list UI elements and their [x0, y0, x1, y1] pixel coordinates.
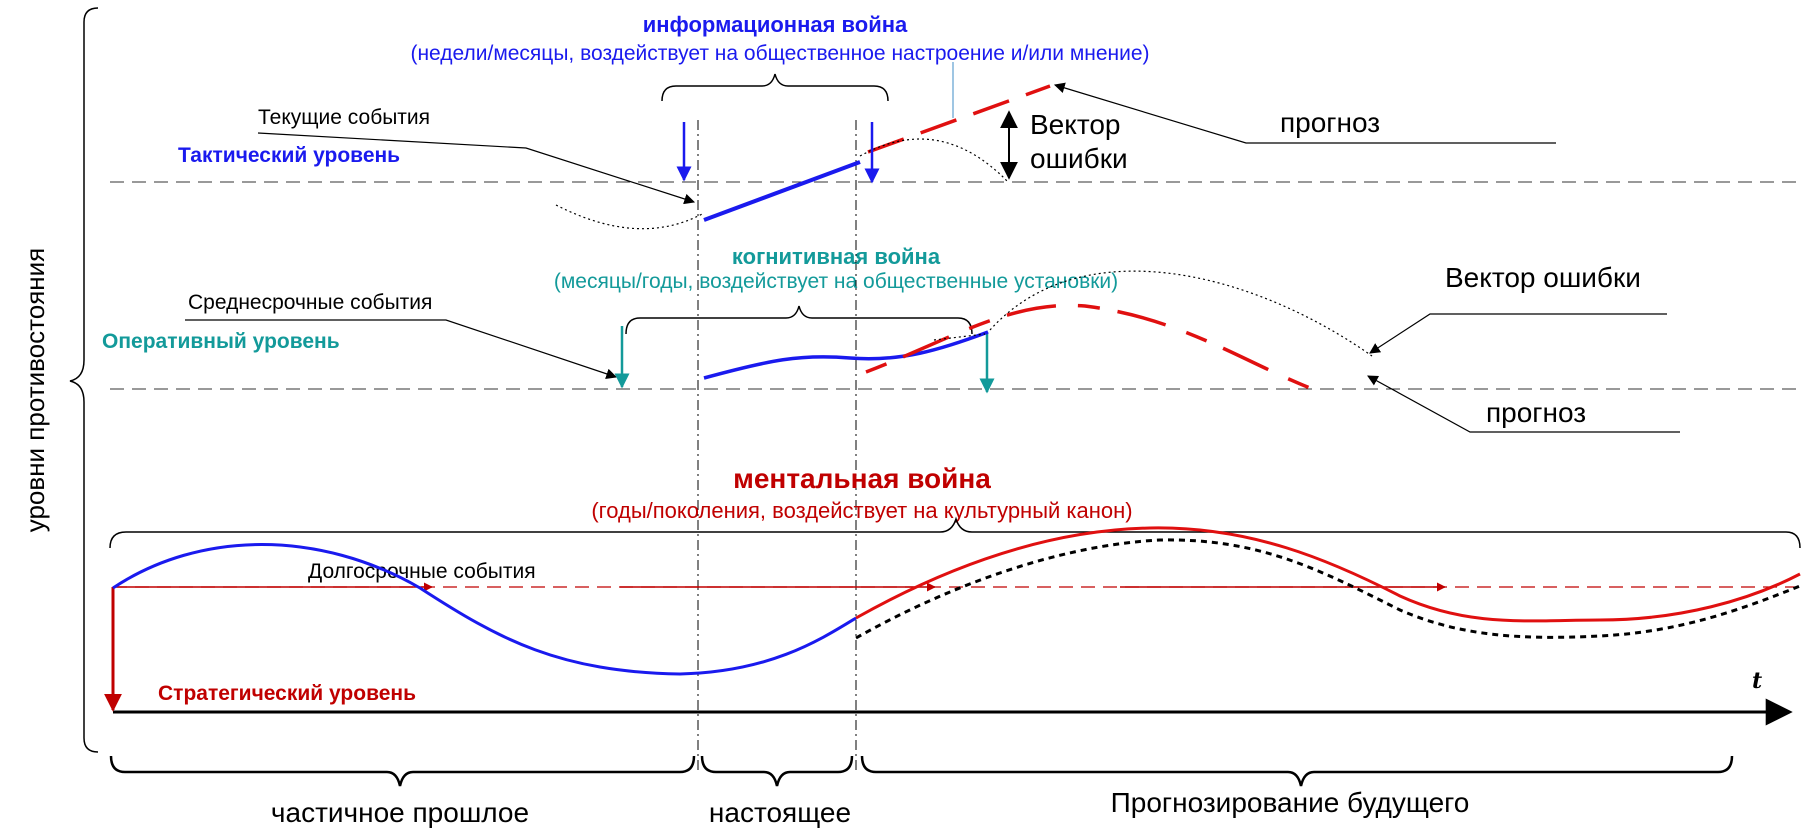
left-brace: [69, 7, 99, 753]
medium-term-events-label: Среднесрочные события: [188, 291, 432, 314]
cognitive-war-subtitle: (месяцы/годы, воздействует на общественн…: [554, 270, 1118, 293]
error-vector-top-label-1: Вектор: [1030, 109, 1120, 140]
future-period-label: Прогнозирование будущего: [1111, 787, 1470, 818]
tactical-level-label: Тактический уровень: [178, 144, 400, 167]
mental-war-brace: [109, 516, 1801, 549]
operational-current-curve: [703, 330, 989, 380]
time-axis-label: t: [1752, 668, 1762, 694]
past-period-label: частичное прошлое: [271, 797, 529, 828]
y-axis-label: уровни противостояния: [20, 248, 50, 533]
operational-reality-curve: [989, 270, 1373, 357]
tactical-history-curve: [555, 204, 705, 230]
strategic-level-label: Стратегический уровень: [158, 682, 416, 705]
information-war-title: информационная война: [643, 12, 908, 37]
operational-forecast-curve: [865, 303, 1311, 390]
future-period-brace: [860, 755, 1734, 787]
error-vector-top-label-2: ошибки: [1030, 143, 1128, 174]
tactical-current-line: [703, 160, 861, 222]
past-period-brace: [109, 755, 696, 787]
tactical-reality-curve: [859, 138, 1009, 183]
tactical-forecast-line: [867, 84, 1051, 154]
information-war-subtitle: (недели/месяцы, воздействует на обществе…: [410, 42, 1149, 65]
forecast-top-label: прогноз: [1280, 107, 1380, 138]
strategic-reality-wave: [855, 538, 1801, 640]
strategic-past-wave: [112, 543, 857, 676]
present-period-brace: [700, 755, 854, 787]
information-war-brace: [661, 73, 889, 102]
cognitive-war-brace: [625, 305, 973, 335]
current-events-label: Текущие события: [258, 106, 430, 129]
forecast-top-pointer: [1053, 82, 1556, 144]
forecast-mid-label: прогноз: [1486, 397, 1586, 428]
operational-reality-start: [933, 333, 986, 341]
operational-level-label: Оперативный уровень: [102, 330, 340, 353]
strategic-forecast-wave: [855, 526, 1801, 623]
medium-term-events-pointer: [185, 319, 618, 380]
error-vector-mid-pointer: [1369, 313, 1667, 354]
present-period-label: настоящее: [709, 797, 851, 828]
current-events-pointer: [257, 132, 696, 205]
forecast-mid-pointer: [1367, 375, 1680, 433]
error-vector-mid-label: Вектор ошибки: [1445, 262, 1641, 293]
cognitive-war-title: когнитивная война: [732, 244, 941, 269]
mental-war-subtitle: (годы/поколения, воздействует на культур…: [591, 498, 1132, 523]
mental-war-title: ментальная война: [733, 463, 991, 494]
long-term-events-label: Долгосрочные события: [308, 560, 536, 583]
